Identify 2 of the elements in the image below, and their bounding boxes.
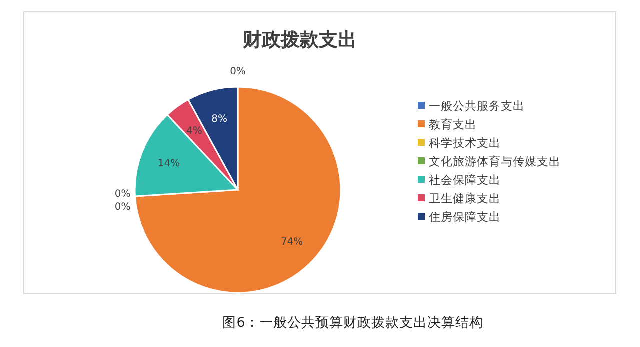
title: 财政拨款支出 bbox=[243, 29, 357, 51]
annotation: 图6：一般公共预算财政拨款支出决算结构 bbox=[222, 315, 484, 331]
